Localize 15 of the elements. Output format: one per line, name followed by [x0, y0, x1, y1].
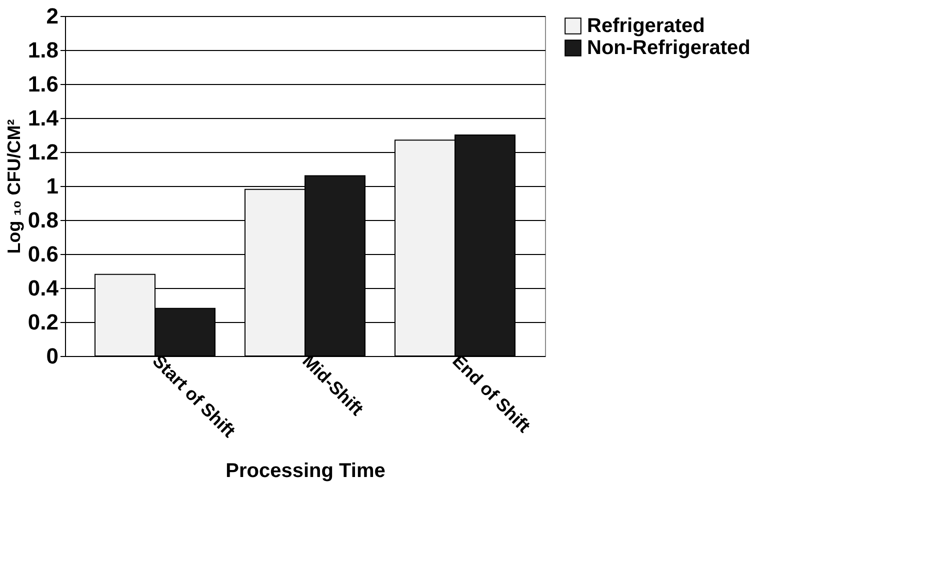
legend-label: Refrigerated [587, 15, 705, 37]
y-tick-label: 1.6 [28, 72, 58, 96]
y-axis-title: Log ₁₀ CFU/CM² [4, 119, 24, 254]
y-tick-label: 1.2 [28, 140, 58, 164]
legend-label: Non-Refrigerated [587, 37, 750, 59]
y-tick-label: 0.6 [28, 242, 58, 266]
y-tick-label: 0.4 [28, 276, 60, 300]
y-tick-label: 0.2 [28, 310, 58, 334]
y-tick-label: 0 [46, 344, 58, 368]
y-tick-label: 0.8 [28, 208, 58, 232]
y-tick-label: 1 [46, 174, 58, 198]
y-tick-label: 1.8 [28, 38, 58, 62]
y-tick-label: 2 [46, 4, 58, 28]
x-axis-title: Processing Time [226, 460, 386, 482]
y-tick-label: 1.4 [28, 106, 60, 130]
